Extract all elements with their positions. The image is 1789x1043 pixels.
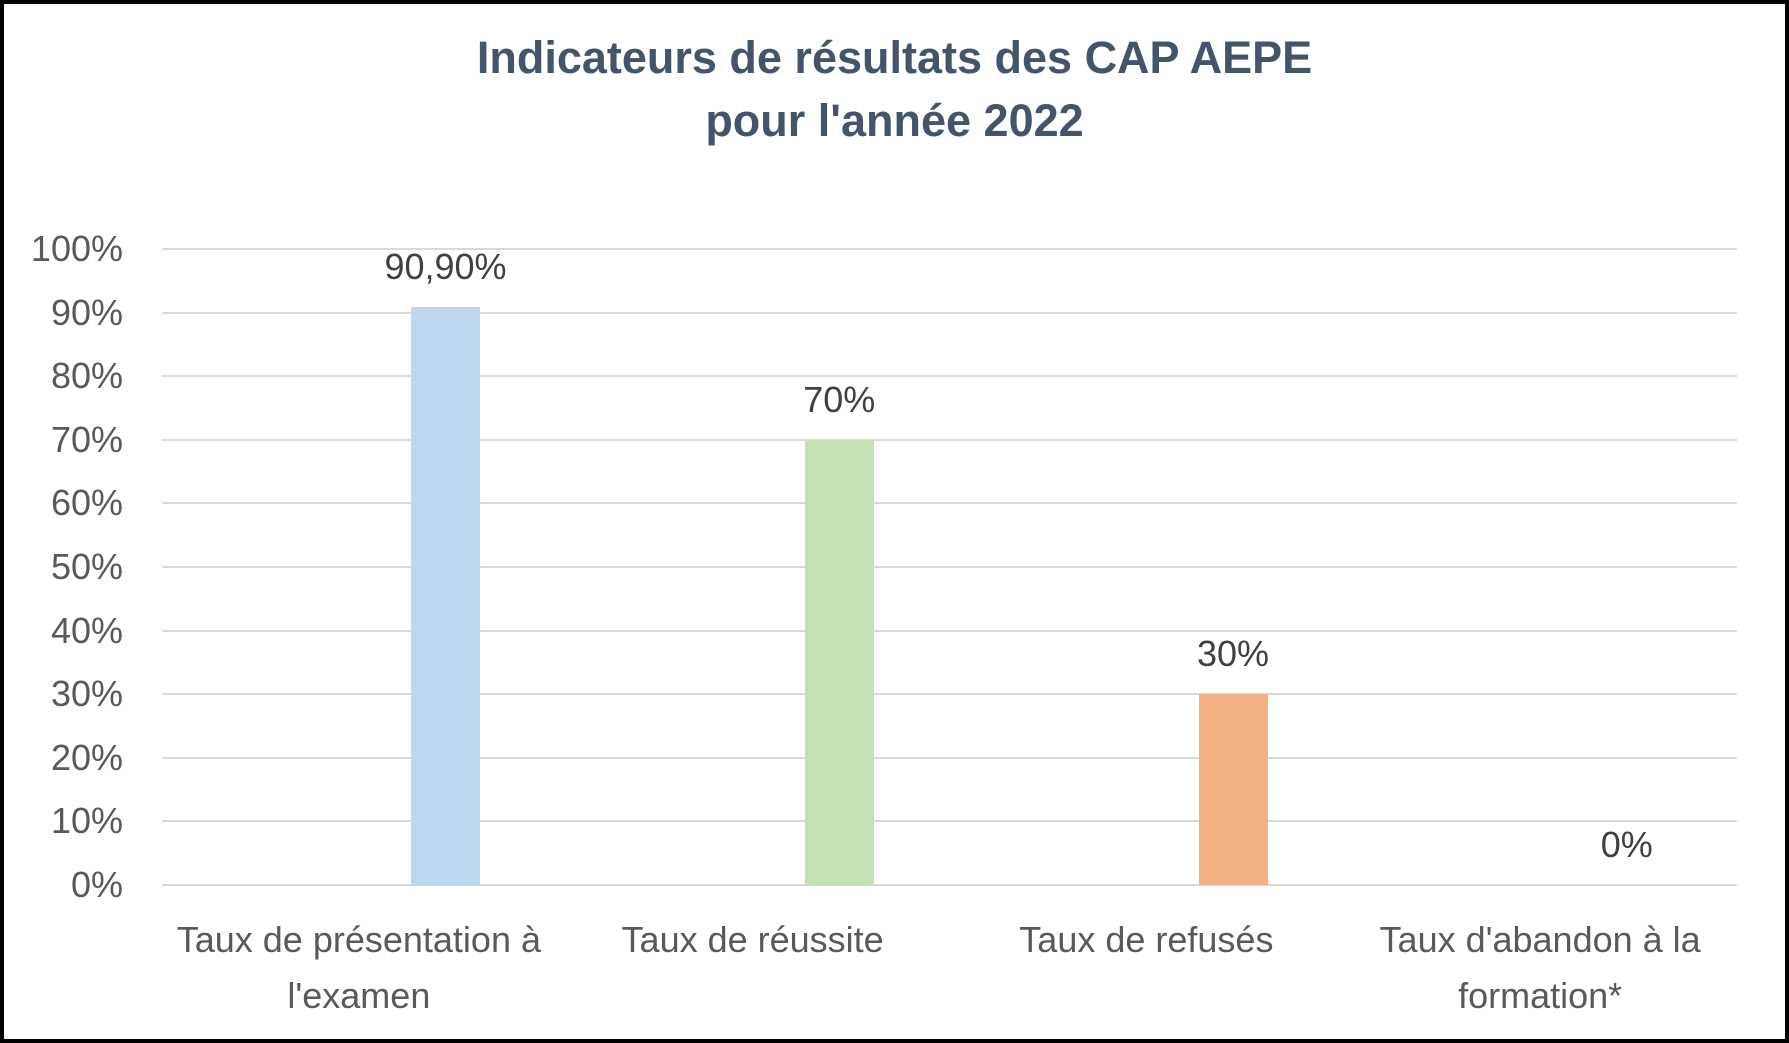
y-axis-tick-label: 60% — [50, 482, 123, 524]
y-axis-tick-label: 30% — [50, 673, 123, 715]
bar-data-label: 90,90% — [384, 245, 507, 287]
bar-3 — [1198, 694, 1268, 885]
gridline — [162, 884, 1737, 886]
y-axis-tick-label: 90% — [50, 291, 123, 333]
gridline — [162, 502, 1737, 505]
gridline — [162, 566, 1737, 568]
gridline — [162, 756, 1737, 759]
chart-title: Indicateurs de résultats des CAP AEPE po… — [0, 26, 1789, 152]
bar-data-label: 0% — [1600, 824, 1653, 865]
y-axis-tick-label: 0% — [70, 864, 123, 905]
bar-2 — [804, 439, 874, 885]
category-label: Taux d'abandon à la formation* — [1379, 919, 1701, 1016]
y-axis-tick-label: 10% — [50, 800, 123, 842]
gridline — [162, 248, 1737, 250]
gridline — [162, 629, 1737, 632]
category-label: Taux de réussite — [621, 919, 884, 960]
y-axis-tick-label: 100% — [30, 228, 123, 269]
gridline — [162, 375, 1737, 378]
gridline — [162, 311, 1737, 314]
bar-data-label: 70% — [803, 378, 876, 420]
y-axis-tick-label: 70% — [50, 418, 123, 460]
bar-data-label: 30% — [1196, 633, 1270, 675]
gridline — [162, 438, 1737, 441]
gridline — [162, 693, 1737, 696]
y-axis-tick-label: 50% — [50, 546, 123, 587]
category-label: Taux de refusés — [1019, 919, 1274, 960]
y-axis-tick-label: 40% — [50, 609, 123, 651]
chart-title-line1: Indicateurs de résultats des CAP AEPE — [476, 32, 1313, 83]
y-axis-tick-label: 20% — [50, 736, 123, 778]
y-axis-tick-label: 80% — [50, 355, 123, 397]
bar-1 — [411, 306, 480, 885]
gridline — [162, 820, 1737, 823]
chart-title-line2: pour l'année 2022 — [705, 95, 1084, 146]
category-label: Taux de présentation à l'examen — [176, 919, 541, 1016]
